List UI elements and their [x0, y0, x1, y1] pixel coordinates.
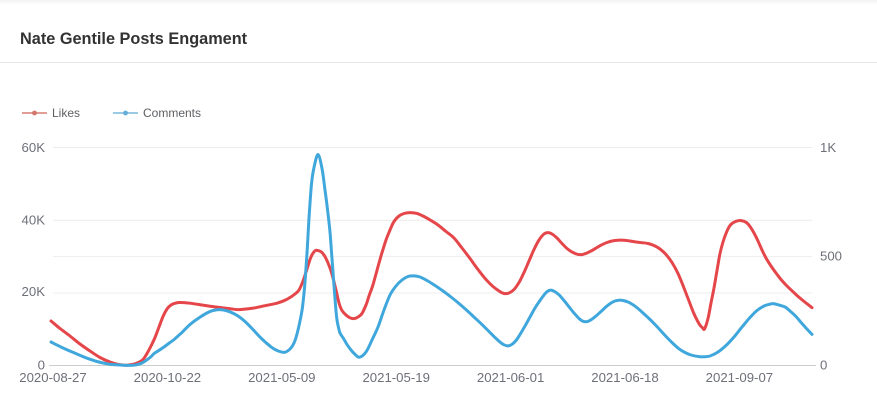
svg-text:2021-06-18: 2021-06-18 [591, 370, 658, 385]
svg-text:0: 0 [38, 357, 45, 372]
svg-text:2021-05-09: 2021-05-09 [248, 370, 315, 385]
svg-text:Comments: Comments [143, 106, 201, 120]
svg-text:Likes: Likes [52, 106, 80, 120]
svg-text:2021-09-07: 2021-09-07 [706, 370, 773, 385]
svg-text:2021-05-19: 2021-05-19 [362, 370, 429, 385]
svg-text:20K: 20K [22, 284, 46, 299]
svg-text:500: 500 [820, 248, 842, 263]
svg-text:2020-10-22: 2020-10-22 [134, 370, 201, 385]
svg-text:0: 0 [820, 357, 827, 372]
svg-text:2020-08-27: 2020-08-27 [19, 370, 86, 385]
svg-text:40K: 40K [22, 213, 46, 228]
svg-text:1K: 1K [820, 140, 836, 155]
svg-text:2021-06-01: 2021-06-01 [477, 370, 544, 385]
svg-text:60K: 60K [22, 140, 46, 155]
